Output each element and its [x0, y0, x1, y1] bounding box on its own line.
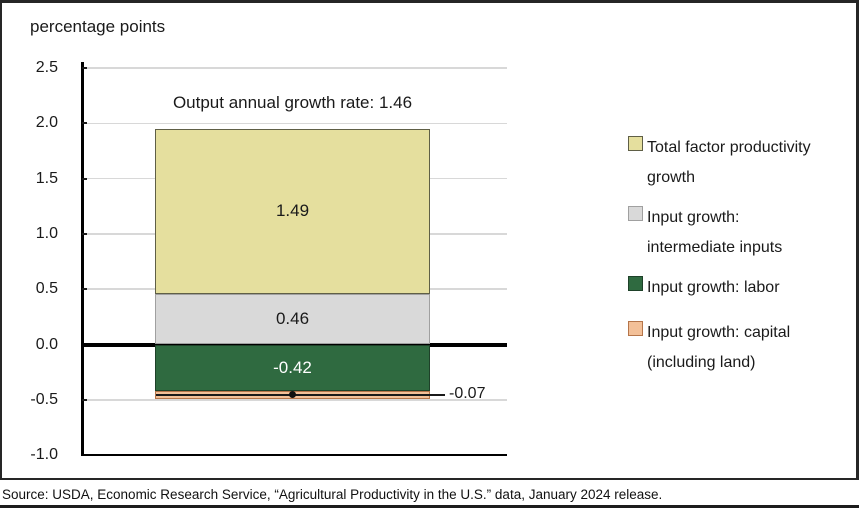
gridline — [82, 67, 507, 69]
legend-item-2: Input growth: intermediate inputs — [628, 203, 828, 263]
legend-label: Input growth: labor — [647, 279, 780, 296]
y-tick-mark — [82, 288, 87, 291]
legend-swatch-icon — [628, 206, 643, 221]
bottom-border — [0, 505, 859, 508]
callout-dot — [289, 391, 296, 399]
legend-label: Input growth: intermediate inputs — [647, 209, 783, 256]
y-tick-label: 1.5 — [35, 169, 58, 187]
x-axis-line — [81, 453, 507, 456]
bar-segment-value: 1.49 — [275, 201, 310, 221]
source-note: Source: USDA, Economic Research Service,… — [2, 487, 663, 502]
bar-segment-value-callout: -0.07 — [449, 384, 486, 402]
y-tick-mark — [82, 232, 87, 235]
y-tick-label: 2.5 — [35, 59, 58, 76]
gridline — [82, 399, 507, 401]
bar-segment-1: 1.49 — [155, 128, 430, 294]
y-axis-unit-label: percentage points — [30, 17, 166, 36]
legend-item-3: Input growth: labor — [628, 273, 828, 333]
legend-swatch-icon — [628, 136, 643, 151]
legend-item-4: Input growth: capital (including land) — [628, 318, 828, 378]
gridline — [82, 122, 507, 125]
legend-item-1: Total factor productivity growth — [628, 133, 828, 193]
bar-segment-value: -0.42 — [273, 357, 312, 377]
legend-swatch-icon — [628, 321, 643, 336]
callout-leader-line — [156, 393, 445, 396]
y-tick-label: -0.5 — [30, 390, 58, 408]
y-tick-label: -1.0 — [30, 446, 58, 464]
bar-segment-value: 0.46 — [275, 309, 310, 329]
y-tick-label: 0.0 — [35, 335, 58, 353]
y-tick-label: 2.0 — [35, 114, 58, 132]
y-tick-label: 1.0 — [35, 224, 58, 242]
chart-frame: percentage points Output annual growth r… — [0, 0, 859, 480]
y-tick-mark — [82, 122, 87, 125]
chart-plot-region: percentage points Output annual growth r… — [30, 17, 828, 464]
output-growth-annotation: Output annual growth rate: 1.46 — [172, 93, 413, 112]
legend-label: Total factor productivity growth — [647, 139, 811, 186]
y-tick-mark — [82, 67, 87, 69]
y-tick-mark — [82, 398, 87, 401]
y-tick-mark — [82, 177, 87, 180]
bar-segment-2: 0.46 — [155, 293, 430, 345]
legend-swatch-icon — [628, 276, 643, 291]
bar-segment-3: -0.42 — [155, 344, 430, 391]
legend-label: Input growth: capital (including land) — [647, 324, 791, 371]
y-tick-label: 0.5 — [35, 280, 58, 298]
y-axis-line — [81, 62, 84, 455]
